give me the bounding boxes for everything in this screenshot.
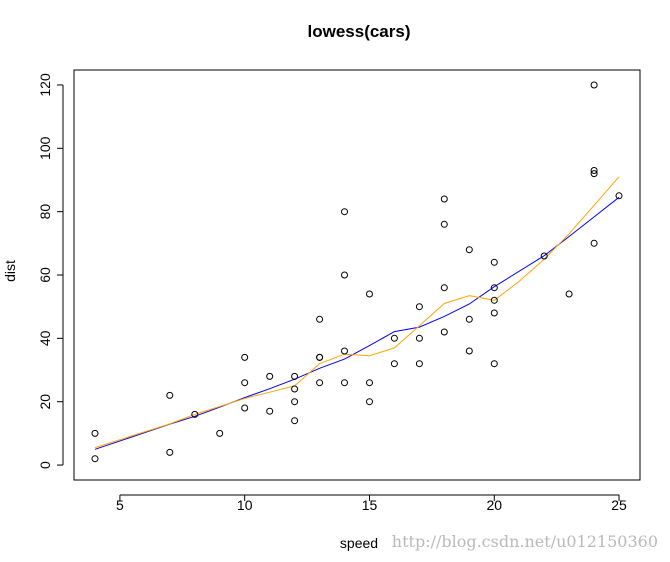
data-point	[590, 170, 598, 178]
data-point	[266, 407, 274, 415]
data-point	[191, 410, 199, 418]
data-point	[316, 315, 324, 323]
data-point	[390, 334, 398, 342]
data-point	[390, 360, 398, 368]
data-point	[565, 290, 573, 298]
points-layer	[91, 81, 623, 463]
data-point	[216, 429, 224, 437]
y-tick-label: 120	[37, 73, 53, 97]
y-tick-label: 100	[37, 136, 53, 160]
data-point	[490, 296, 498, 304]
data-point	[615, 192, 623, 200]
x-axis-label: speed	[340, 535, 378, 551]
y-tick-label: 40	[37, 330, 53, 346]
data-point	[291, 417, 299, 425]
series-line-smooth	[94, 176, 620, 449]
data-point	[241, 353, 249, 361]
data-point	[490, 360, 498, 368]
y-axis: 0 20 40 60 80 100 120	[37, 73, 64, 469]
data-point	[366, 290, 373, 298]
y-tick-label: 60	[37, 267, 53, 283]
data-point	[291, 372, 299, 380]
y-tick-label: 20	[37, 394, 53, 410]
data-point	[341, 379, 348, 387]
data-point	[366, 379, 373, 387]
data-point	[341, 271, 348, 279]
data-point	[590, 81, 598, 89]
x-tick-label: 5	[116, 497, 124, 513]
series-layer	[94, 176, 620, 450]
data-point	[465, 315, 473, 323]
data-point	[415, 303, 423, 311]
x-axis: 5 10 15 20 25	[116, 494, 627, 513]
data-point	[316, 353, 324, 361]
data-point	[590, 167, 598, 174]
data-point	[341, 347, 348, 355]
data-point	[440, 220, 448, 228]
data-point	[366, 398, 373, 406]
data-point	[91, 455, 99, 463]
data-point	[415, 334, 423, 342]
data-point	[266, 372, 274, 380]
data-point	[490, 284, 498, 292]
data-point	[291, 385, 299, 393]
data-point	[440, 195, 448, 203]
y-axis-label: dist	[2, 260, 18, 282]
chart-title: lowess(cars)	[308, 22, 411, 41]
plot-frame	[73, 69, 641, 481]
data-point	[415, 360, 423, 368]
data-point	[166, 448, 174, 456]
data-point	[91, 429, 99, 437]
data-point	[291, 398, 299, 406]
data-point	[241, 379, 249, 387]
series-line-lowess	[94, 196, 620, 450]
data-point	[166, 391, 174, 399]
data-point	[241, 404, 249, 412]
data-point	[540, 252, 548, 260]
data-point	[465, 347, 473, 355]
x-tick-label: 15	[362, 497, 378, 513]
data-point	[465, 246, 473, 254]
x-tick-label: 10	[237, 497, 253, 513]
watermark: http://blog.csdn.net/u012150360	[392, 532, 658, 551]
data-point	[440, 328, 448, 336]
data-point	[490, 258, 498, 266]
y-tick-label: 80	[37, 204, 53, 220]
y-tick-label: 0	[37, 461, 53, 469]
x-tick-label: 20	[486, 497, 502, 513]
data-point	[590, 239, 598, 247]
data-point	[440, 284, 448, 292]
data-point	[316, 379, 324, 387]
data-point	[490, 309, 498, 317]
data-point	[341, 208, 348, 216]
x-tick-label: 25	[611, 497, 627, 513]
